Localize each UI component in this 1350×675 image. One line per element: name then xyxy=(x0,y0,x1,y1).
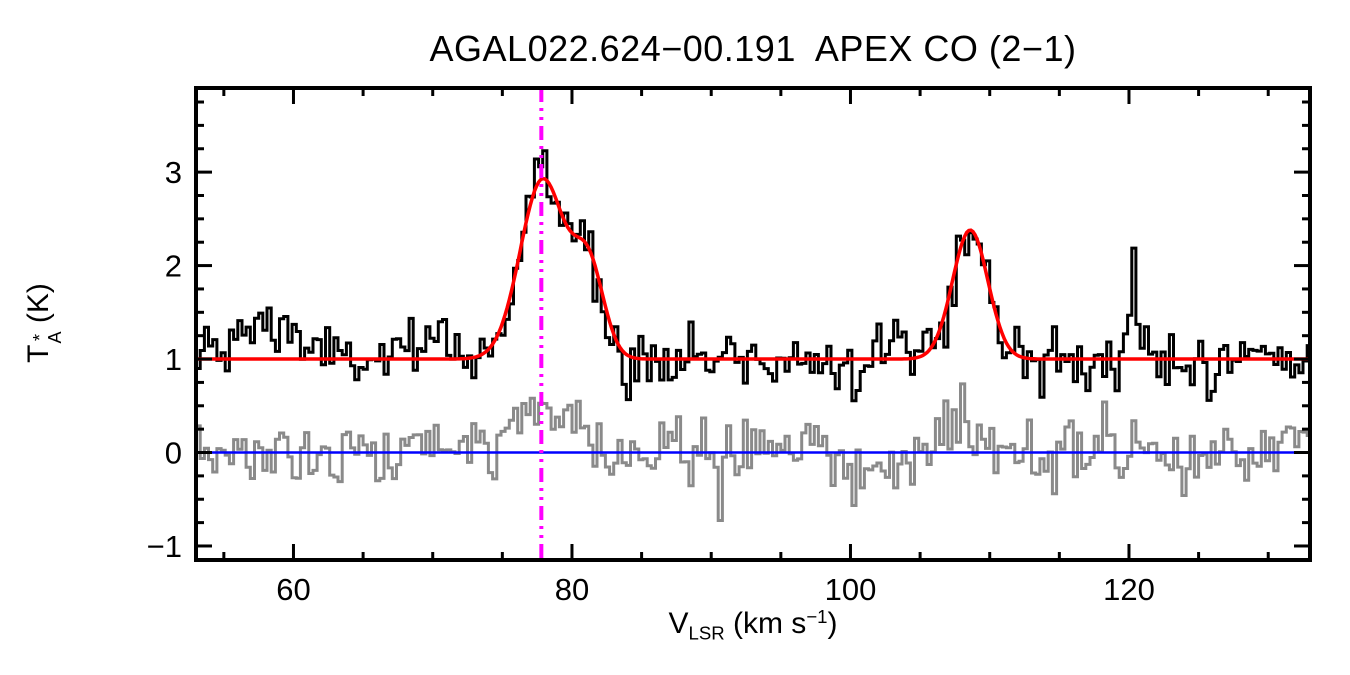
y-axis-label-sub: A xyxy=(44,331,65,344)
x-tick-label: 120 xyxy=(1103,572,1155,607)
y-tick-label: 1 xyxy=(165,342,182,377)
observed-spectrum-path xyxy=(196,149,1310,403)
x-axis-label-symbol: V xyxy=(668,607,689,641)
y-tick-label: 2 xyxy=(165,249,182,284)
x-tick-label: 100 xyxy=(825,572,877,607)
x-axis-label: VLSR (km s−1) xyxy=(196,606,1310,645)
x-tick-label: 80 xyxy=(555,572,589,607)
x-axis-label-sub: LSR xyxy=(688,622,725,644)
y-axis-label-scripts: * A xyxy=(30,331,65,344)
y-tick-label: −1 xyxy=(147,529,182,564)
x-tick-label: 60 xyxy=(276,572,310,607)
y-axis-label-symbol: T xyxy=(22,344,56,363)
axes-box xyxy=(194,86,1312,562)
y-axis-label: T * A (K) xyxy=(22,223,65,423)
x-axis-label-unit: (km s xyxy=(724,607,807,641)
y-tick-label: 0 xyxy=(165,436,182,471)
residual-spectrum-path xyxy=(196,382,1310,522)
x-axis-label-exponent: −1 xyxy=(806,606,828,627)
x-axis-label-close: ) xyxy=(827,607,838,641)
y-tick-label: 3 xyxy=(165,155,182,190)
plot-title: AGAL022.624−00.191 APEX CO (2−1) xyxy=(429,28,1077,69)
gaussian-fit-path xyxy=(196,176,1310,361)
y-axis-label-unit: (K) xyxy=(22,283,56,332)
